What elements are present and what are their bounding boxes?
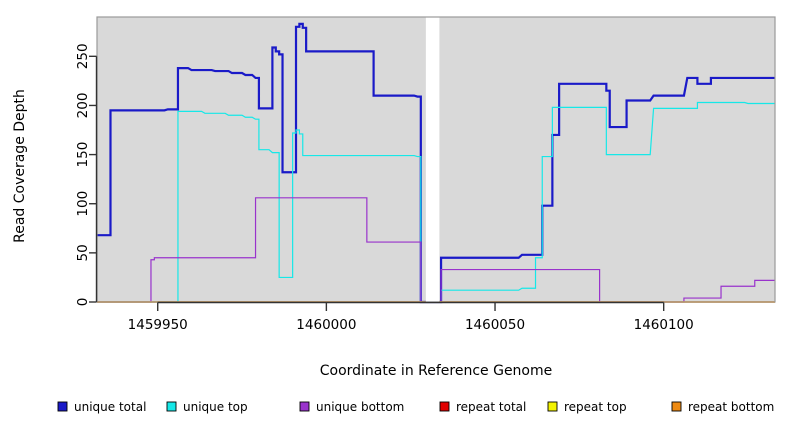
chart-legend: unique total unique top unique bottom repea…	[57, 400, 774, 414]
legend-label-unique-top: unique top	[183, 400, 248, 414]
legend-swatch-unique-total	[57, 401, 68, 412]
legend-swatch-unique-bottom	[299, 401, 310, 412]
x-tick-label: 1460000	[296, 317, 356, 333]
y-tick-label: 150	[75, 142, 91, 168]
x-tick-label: 1459950	[128, 317, 188, 333]
y-tick-label: 50	[75, 244, 91, 261]
legend-label-unique-total: unique total	[74, 400, 146, 414]
y-axis: 0 50 100 150 200 250	[75, 43, 98, 307]
y-tick-label: 0	[75, 298, 91, 307]
series-line-unique-total	[97, 22, 775, 304]
series-line-unique-top	[97, 101, 775, 303]
legend-swatch-repeat-bottom	[671, 401, 682, 412]
x-axis-title: Coordinate in Reference Genome	[320, 363, 553, 379]
coverage-gap-region	[425, 17, 440, 302]
y-tick-label: 250	[75, 43, 91, 69]
y-tick-label: 200	[75, 93, 91, 119]
legend-label-unique-bottom: unique bottom	[316, 400, 404, 414]
gap-band	[425, 17, 440, 302]
x-axis: 1459950 1460000 1460050 1460100	[128, 301, 694, 333]
legend-label-repeat-total: repeat total	[456, 400, 526, 414]
y-tick-label: 100	[75, 191, 91, 217]
legend-label-repeat-bottom: repeat bottom	[688, 400, 774, 414]
legend-label-repeat-top: repeat top	[564, 400, 627, 414]
y-axis-title: Read Coverage Depth	[12, 89, 28, 243]
x-tick-label: 1460100	[634, 317, 694, 333]
x-tick-label: 1460050	[465, 317, 525, 333]
legend-swatch-repeat-total	[439, 401, 450, 412]
legend-swatch-unique-top	[166, 401, 177, 412]
legend-swatch-repeat-top	[547, 401, 558, 412]
